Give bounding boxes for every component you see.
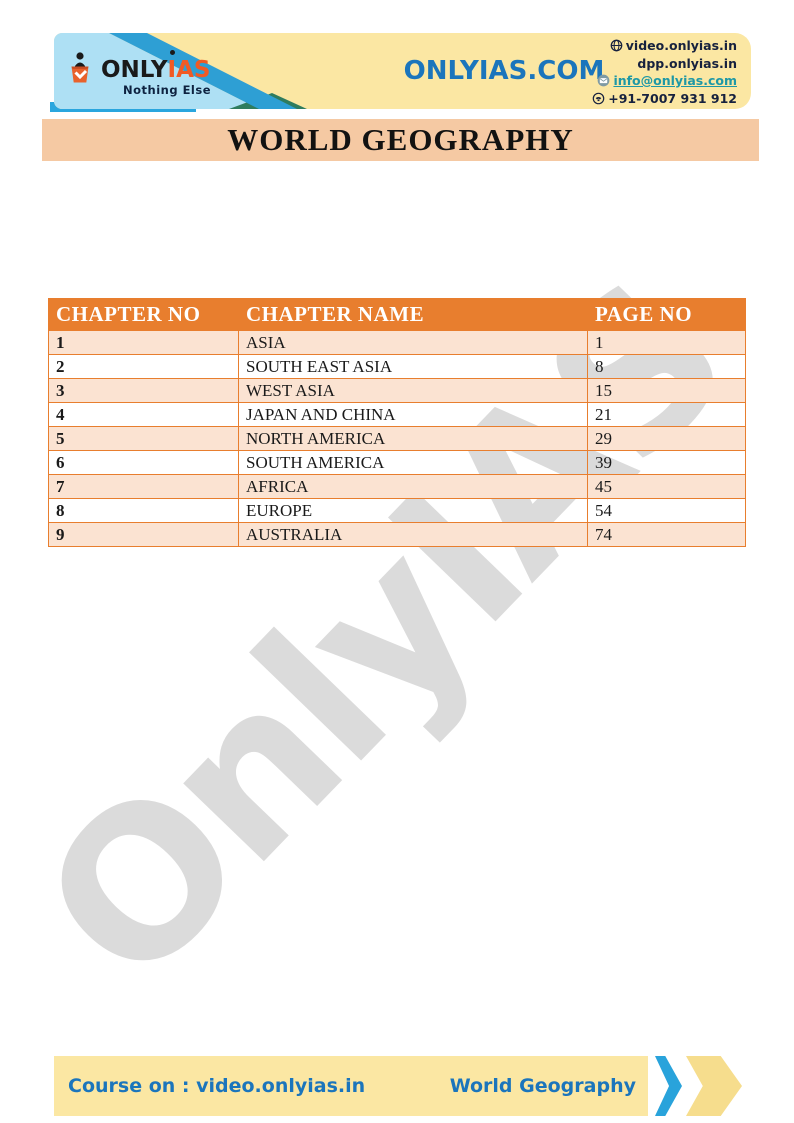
footer-bar: Course on : video.onlyias.in World Geogr… bbox=[54, 1056, 648, 1116]
toc-row: 5 NORTH AMERICA 29 bbox=[48, 426, 746, 451]
toc-header-row: CHAPTER NO CHAPTER NAME PAGE NO bbox=[48, 298, 746, 331]
footer-subject-label: World Geography bbox=[449, 1075, 636, 1097]
toc-table: CHAPTER NO CHAPTER NAME PAGE NO 1 ASIA 1 2 S… bbox=[48, 298, 746, 547]
chapter-no-cell: 6 bbox=[48, 450, 239, 475]
video-site-text: video.onlyias.in bbox=[625, 38, 737, 53]
page-no-cell: 54 bbox=[587, 498, 746, 523]
ballot-box-logo-icon bbox=[71, 52, 89, 83]
page-no-cell: 45 bbox=[587, 474, 746, 499]
chapter-name-cell: EUROPE bbox=[238, 498, 588, 523]
chapter-no-cell: 3 bbox=[48, 378, 239, 403]
chapter-name-cell: SOUTH AMERICA bbox=[238, 450, 588, 475]
toc-row: 6 SOUTH AMERICA 39 bbox=[48, 450, 746, 475]
chevron-right-icon-yellow bbox=[686, 1056, 742, 1116]
page-no-cell: 8 bbox=[587, 354, 746, 379]
chapter-name-cell: NORTH AMERICA bbox=[238, 426, 588, 451]
toc-row: 1 ASIA 1 bbox=[48, 330, 746, 355]
toc-row: 4 JAPAN AND CHINA 21 bbox=[48, 402, 746, 427]
page-no-cell: 74 bbox=[587, 522, 746, 547]
page-no-cell: 39 bbox=[587, 450, 746, 475]
email-icon bbox=[598, 74, 610, 87]
chapter-name-cell: ASIA bbox=[238, 330, 588, 355]
chapter-name-cell: SOUTH EAST ASIA bbox=[238, 354, 588, 379]
contact-info-block: video.onlyias.in dpp.onlyias.in info@onl… bbox=[592, 37, 737, 107]
chapter-name-cell: AFRICA bbox=[238, 474, 588, 499]
logo-tagline: Nothing Else bbox=[123, 83, 212, 97]
page-no-cell: 15 bbox=[587, 378, 746, 403]
phone-number-text: +91-7007 931 912 bbox=[608, 90, 737, 106]
chapter-name-cell: WEST ASIA bbox=[238, 378, 588, 403]
logo-name: ONLYIAS bbox=[101, 59, 211, 82]
chevron-right-icon-blue bbox=[655, 1056, 682, 1116]
toc-row: 8 EUROPE 54 bbox=[48, 498, 746, 523]
toc-row: 7 AFRICA 45 bbox=[48, 474, 746, 499]
contact-dpp-line: dpp.onlyias.in bbox=[637, 55, 737, 73]
chapter-no-cell: 9 bbox=[48, 522, 239, 547]
phone-icon bbox=[592, 92, 605, 105]
col-header-page-no: PAGE NO bbox=[587, 298, 746, 331]
globe-icon bbox=[610, 39, 623, 52]
toc-row: 3 WEST ASIA 15 bbox=[48, 378, 746, 403]
chapter-no-cell: 2 bbox=[48, 354, 239, 379]
chapter-no-cell: 4 bbox=[48, 402, 239, 427]
chapter-name-cell: JAPAN AND CHINA bbox=[238, 402, 588, 427]
contact-phone-line: +91-7007 931 912 bbox=[592, 90, 737, 108]
chapter-name-cell: AUSTRALIA bbox=[238, 522, 588, 547]
chapter-no-cell: 7 bbox=[48, 474, 239, 499]
footer-course-label: Course on : video.onlyias.in bbox=[68, 1075, 366, 1097]
logo-text-block: ONLYIAS Nothing Else bbox=[101, 51, 211, 97]
logo-name-primary: ONLY bbox=[101, 57, 168, 83]
page-title: WORLD GEOGRAPHY bbox=[227, 122, 574, 157]
chapter-no-cell: 8 bbox=[48, 498, 239, 523]
onlyias-logo: ONLYIAS Nothing Else bbox=[66, 51, 211, 97]
title-banner: WORLD GEOGRAPHY bbox=[42, 119, 759, 161]
site-title: ONLYIAS.COM bbox=[403, 56, 605, 86]
toc-row: 2 SOUTH EAST ASIA 8 bbox=[48, 354, 746, 379]
logo-name-secondary: IAS bbox=[167, 57, 211, 83]
contact-email-line: info@onlyias.com bbox=[597, 72, 737, 90]
page-no-cell: 21 bbox=[587, 402, 746, 427]
page-no-cell: 29 bbox=[587, 426, 746, 451]
chapter-no-cell: 5 bbox=[48, 426, 239, 451]
toc-body: 1 ASIA 1 2 SOUTH EAST ASIA 8 3 WEST ASIA 15 4 JAPA… bbox=[48, 330, 746, 547]
header-band: ONLYIAS Nothing Else ONLYIAS.COM video.o… bbox=[54, 33, 751, 109]
page-no-cell: 1 bbox=[587, 330, 746, 355]
toc-header: CHAPTER NO CHAPTER NAME PAGE NO bbox=[48, 298, 746, 331]
chapter-no-cell: 1 bbox=[48, 330, 239, 355]
col-header-chapter-name: CHAPTER NAME bbox=[238, 298, 588, 331]
dpp-site-text: dpp.onlyias.in bbox=[637, 55, 737, 71]
toc-row: 9 AUSTRALIA 74 bbox=[48, 522, 746, 547]
contact-video-line: video.onlyias.in bbox=[610, 37, 737, 55]
col-header-chapter-no: CHAPTER NO bbox=[48, 298, 239, 331]
email-link[interactable]: info@onlyias.com bbox=[613, 73, 737, 88]
